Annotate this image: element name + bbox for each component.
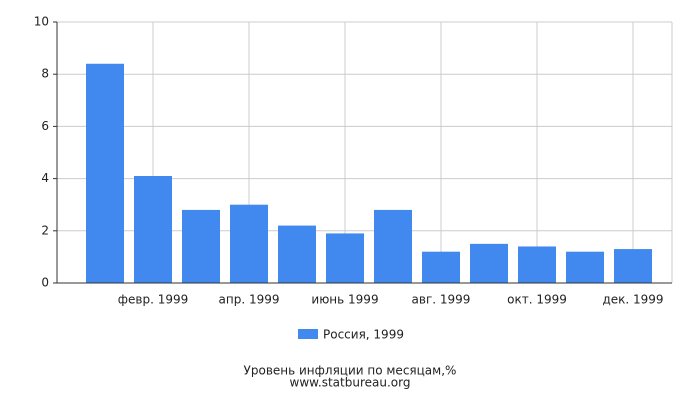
y-tick-label: 4 bbox=[41, 171, 49, 185]
bar bbox=[134, 175, 172, 283]
bar bbox=[422, 251, 460, 283]
chart-subtitle: www.statbureau.org bbox=[290, 376, 411, 390]
y-tick-label: 6 bbox=[41, 119, 49, 133]
y-tick-label: 0 bbox=[41, 276, 49, 290]
x-tick-label: окт. 1999 bbox=[507, 293, 567, 307]
bar bbox=[470, 243, 508, 283]
bar bbox=[518, 246, 556, 283]
x-tick-label: авг. 1999 bbox=[412, 293, 471, 307]
bar bbox=[86, 63, 124, 284]
y-tick-label: 2 bbox=[41, 223, 49, 237]
bar bbox=[278, 225, 316, 283]
legend-label: Россия, 1999 bbox=[323, 328, 404, 342]
bar bbox=[230, 204, 268, 283]
bar bbox=[566, 251, 604, 283]
bar bbox=[374, 209, 412, 283]
bar bbox=[326, 233, 364, 283]
y-tick-label: 8 bbox=[41, 67, 49, 81]
x-tick-label: апр. 1999 bbox=[219, 293, 280, 307]
bar bbox=[614, 249, 652, 283]
legend-swatch bbox=[298, 329, 318, 339]
chart-title: Уровень инфляции по месяцам,% bbox=[244, 364, 457, 378]
x-tick-label: дек. 1999 bbox=[602, 293, 663, 307]
x-tick-label: июнь 1999 bbox=[311, 293, 378, 307]
bar bbox=[182, 209, 220, 283]
x-tick-label: февр. 1999 bbox=[118, 293, 189, 307]
y-tick-label: 10 bbox=[34, 15, 49, 29]
